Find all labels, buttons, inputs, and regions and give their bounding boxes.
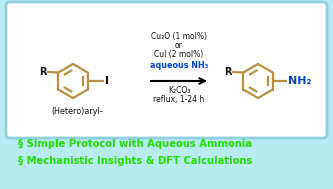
Text: § Simple Protocol with Aqueous Ammonia: § Simple Protocol with Aqueous Ammonia — [18, 139, 252, 149]
Text: R: R — [40, 67, 47, 77]
Text: or: or — [175, 41, 183, 50]
Text: aqueous NH₃: aqueous NH₃ — [150, 61, 208, 70]
Text: NH₂: NH₂ — [288, 76, 311, 86]
Text: K₂CO₃: K₂CO₃ — [168, 86, 190, 95]
Text: I: I — [105, 76, 109, 86]
Text: § Mechanistic Insights & DFT Calculations: § Mechanistic Insights & DFT Calculation… — [18, 156, 252, 166]
Text: reflux, 1-24 h: reflux, 1-24 h — [154, 95, 204, 104]
Text: Cu₂O (1 mol%): Cu₂O (1 mol%) — [151, 32, 207, 41]
Text: R: R — [224, 67, 232, 77]
Text: CuI (2 mol%): CuI (2 mol%) — [155, 50, 203, 59]
FancyBboxPatch shape — [6, 2, 327, 138]
Text: (Hetero)aryl-: (Hetero)aryl- — [51, 107, 103, 116]
